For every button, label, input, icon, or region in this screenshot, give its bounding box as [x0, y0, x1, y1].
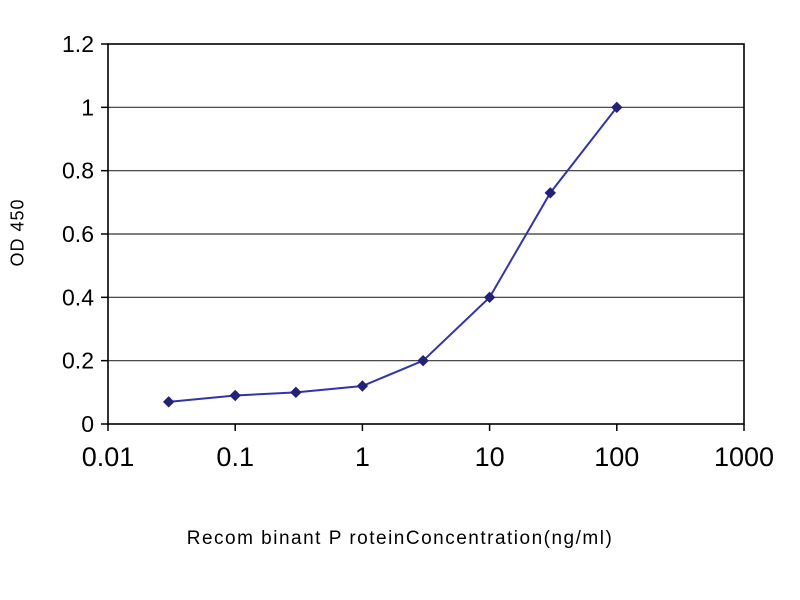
data-point-marker — [290, 386, 302, 399]
x-tick-label: 1 — [355, 442, 370, 472]
data-point-marker — [483, 291, 496, 304]
y-tick-label: 0 — [81, 411, 94, 437]
y-tick-label: 1.2 — [62, 31, 94, 57]
y-tick-label: 0.8 — [62, 158, 94, 184]
data-point-marker — [356, 380, 369, 392]
y-tick-label: 0.6 — [62, 221, 94, 247]
data-point-marker — [162, 396, 175, 408]
x-tick-label: 1000 — [714, 442, 774, 472]
y-tick-label: 1 — [81, 94, 94, 120]
data-point-marker — [417, 354, 429, 367]
y-tick-label: 0.2 — [62, 348, 94, 374]
series-line — [168, 106, 618, 403]
x-tick-label: 10 — [475, 442, 505, 472]
x-axis-label: Recom binant P roteinConcentration(ng/ml… — [186, 528, 614, 549]
data-point-marker — [229, 389, 241, 402]
y-tick-label: 0.4 — [62, 284, 94, 310]
x-tick-label: 0.1 — [216, 442, 254, 472]
data-point-marker — [544, 187, 556, 199]
y-axis-label: OD 450 — [7, 198, 28, 267]
x-tick-label: 100 — [594, 442, 639, 472]
x-tick-label: 0.01 — [82, 442, 135, 472]
data-point-marker — [611, 101, 623, 114]
